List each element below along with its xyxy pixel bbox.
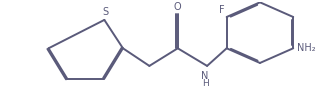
Text: NH₂: NH₂ <box>297 43 316 53</box>
Text: N: N <box>202 71 209 81</box>
Text: S: S <box>102 7 108 17</box>
Text: H: H <box>202 79 208 88</box>
Text: O: O <box>174 2 182 12</box>
Text: F: F <box>219 5 225 15</box>
